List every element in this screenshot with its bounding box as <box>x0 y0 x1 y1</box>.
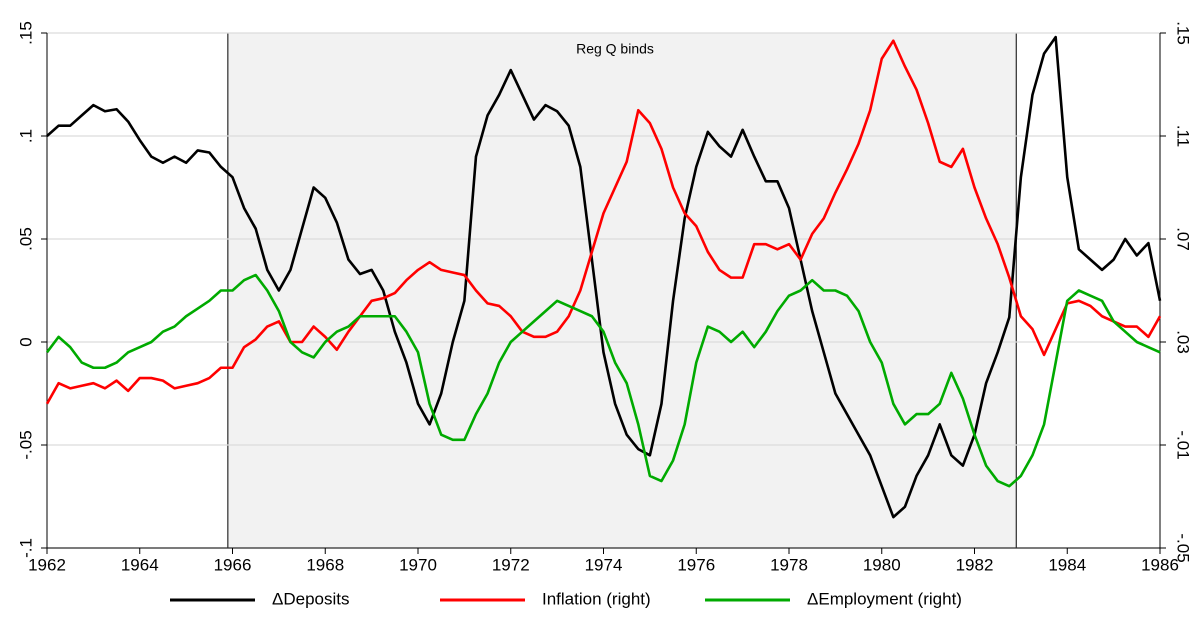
x-tick-label: 1976 <box>677 555 715 574</box>
y-tick-label: .15 <box>16 21 35 45</box>
y-tick-label: .1 <box>16 129 35 143</box>
y-tick-label: 0 <box>16 337 35 346</box>
series-line <box>45 273 1161 488</box>
y-tick-label: .05 <box>16 227 35 251</box>
shade-region <box>227 33 1017 548</box>
y2-tick-label: .07 <box>1174 227 1193 251</box>
x-tick-label: 1982 <box>956 555 994 574</box>
x-tick-label: 1964 <box>121 555 159 574</box>
x-tick-label: 1974 <box>585 555 623 574</box>
y-tick-label: -.05 <box>16 430 35 459</box>
y-tick-label: -.1 <box>16 538 35 558</box>
x-tick-label: 1984 <box>1048 555 1086 574</box>
legend-label: ΔDeposits <box>272 589 350 608</box>
y2-tick-label: .15 <box>1174 21 1193 45</box>
x-tick-label: 1968 <box>306 555 344 574</box>
y2-tick-label: .11 <box>1174 125 1193 147</box>
legend-label: Inflation (right) <box>542 589 651 608</box>
x-tick-label: 1966 <box>214 555 252 574</box>
x-tick-label: 1978 <box>770 555 808 574</box>
x-tick-label: 1986 <box>1141 555 1179 574</box>
y2-tick-label: .03 <box>1174 330 1193 354</box>
legend-label: ΔEmployment (right) <box>807 589 962 608</box>
x-tick-label: 1970 <box>399 555 437 574</box>
series-line <box>45 39 1162 405</box>
x-tick-label: 1980 <box>863 555 901 574</box>
x-tick-label: 1962 <box>28 555 66 574</box>
y2-tick-label: -.05 <box>1174 533 1193 562</box>
y2-tick-label: -.01 <box>1174 430 1193 459</box>
annotation: Reg Q binds <box>576 41 654 57</box>
x-tick-label: 1972 <box>492 555 530 574</box>
